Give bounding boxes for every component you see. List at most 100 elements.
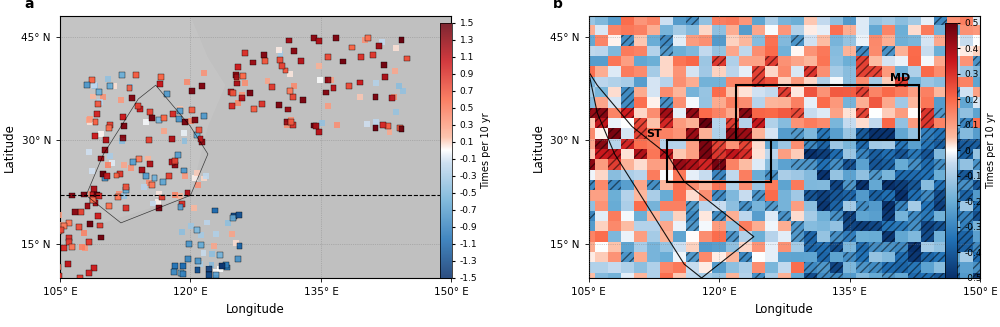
Bar bbox=[686, 108, 699, 118]
Bar bbox=[973, 139, 987, 149]
Bar bbox=[621, 56, 634, 66]
Bar bbox=[856, 221, 869, 232]
Text: b: b bbox=[553, 0, 563, 11]
Bar bbox=[686, 200, 699, 211]
Bar bbox=[843, 180, 856, 190]
Bar bbox=[843, 15, 856, 25]
Bar bbox=[947, 139, 960, 149]
Bar bbox=[752, 159, 765, 169]
Point bbox=[49, 262, 65, 267]
Point bbox=[295, 97, 311, 102]
Bar bbox=[908, 180, 921, 190]
Bar bbox=[882, 263, 895, 273]
Point bbox=[206, 244, 222, 249]
Bar bbox=[895, 200, 908, 211]
Bar bbox=[752, 45, 765, 56]
Bar bbox=[921, 139, 934, 149]
Bar bbox=[960, 273, 973, 283]
Bar bbox=[791, 221, 804, 232]
Bar bbox=[882, 159, 895, 169]
Bar bbox=[869, 87, 882, 97]
Bar bbox=[934, 128, 947, 139]
Point bbox=[60, 262, 76, 267]
Point bbox=[144, 182, 160, 187]
Bar bbox=[817, 211, 830, 221]
Bar bbox=[843, 108, 856, 118]
Bar bbox=[895, 252, 908, 263]
Bar bbox=[686, 190, 699, 200]
Bar bbox=[921, 15, 934, 25]
Bar bbox=[830, 190, 843, 200]
Point bbox=[246, 106, 262, 112]
Bar bbox=[947, 242, 960, 252]
Bar bbox=[934, 273, 947, 283]
Bar bbox=[739, 149, 752, 159]
Point bbox=[116, 123, 132, 128]
Bar bbox=[934, 25, 947, 35]
Bar bbox=[908, 97, 921, 108]
Point bbox=[136, 184, 152, 190]
Point bbox=[271, 102, 287, 108]
Point bbox=[95, 172, 111, 177]
Point bbox=[306, 36, 322, 41]
Bar bbox=[973, 200, 987, 211]
Bar bbox=[869, 15, 882, 25]
Bar bbox=[973, 190, 987, 200]
Point bbox=[151, 118, 167, 123]
Point bbox=[193, 243, 209, 248]
Point bbox=[208, 232, 224, 237]
Bar bbox=[921, 56, 934, 66]
Bar bbox=[647, 263, 660, 273]
Bar bbox=[960, 242, 973, 252]
Point bbox=[283, 117, 299, 122]
Bar bbox=[973, 263, 987, 273]
Bar bbox=[882, 200, 895, 211]
Bar bbox=[973, 128, 987, 139]
Bar bbox=[947, 77, 960, 87]
Bar bbox=[830, 66, 843, 77]
Point bbox=[245, 60, 261, 65]
Bar bbox=[739, 97, 752, 108]
Bar bbox=[595, 273, 608, 283]
Bar bbox=[856, 56, 869, 66]
Bar bbox=[667, 140, 771, 181]
Bar bbox=[634, 180, 647, 190]
Bar bbox=[856, 25, 869, 35]
Bar bbox=[869, 190, 882, 200]
Point bbox=[214, 264, 230, 269]
Bar bbox=[895, 97, 908, 108]
Point bbox=[228, 74, 244, 79]
Point bbox=[71, 225, 87, 230]
Bar bbox=[856, 87, 869, 97]
Bar bbox=[908, 242, 921, 252]
Bar bbox=[960, 200, 973, 211]
Point bbox=[264, 85, 280, 90]
Bar bbox=[973, 252, 987, 263]
Bar bbox=[817, 15, 830, 25]
Point bbox=[293, 58, 309, 63]
Bar bbox=[647, 211, 660, 221]
Bar bbox=[712, 159, 726, 169]
Bar bbox=[660, 128, 673, 139]
Point bbox=[60, 262, 76, 267]
Bar bbox=[856, 97, 869, 108]
Bar bbox=[817, 200, 830, 211]
Bar bbox=[973, 45, 987, 56]
Bar bbox=[673, 242, 686, 252]
Bar bbox=[582, 15, 595, 25]
Bar bbox=[699, 118, 712, 128]
Point bbox=[73, 209, 89, 215]
Point bbox=[190, 259, 206, 264]
Point bbox=[161, 174, 177, 179]
Bar bbox=[726, 232, 739, 242]
Bar bbox=[921, 35, 934, 45]
Bar bbox=[804, 221, 817, 232]
Bar bbox=[778, 108, 791, 118]
Point bbox=[259, 79, 275, 84]
Point bbox=[201, 273, 217, 278]
Point bbox=[329, 122, 345, 127]
Bar bbox=[960, 25, 973, 35]
Point bbox=[141, 137, 157, 143]
Bar bbox=[726, 56, 739, 66]
Bar bbox=[686, 211, 699, 221]
